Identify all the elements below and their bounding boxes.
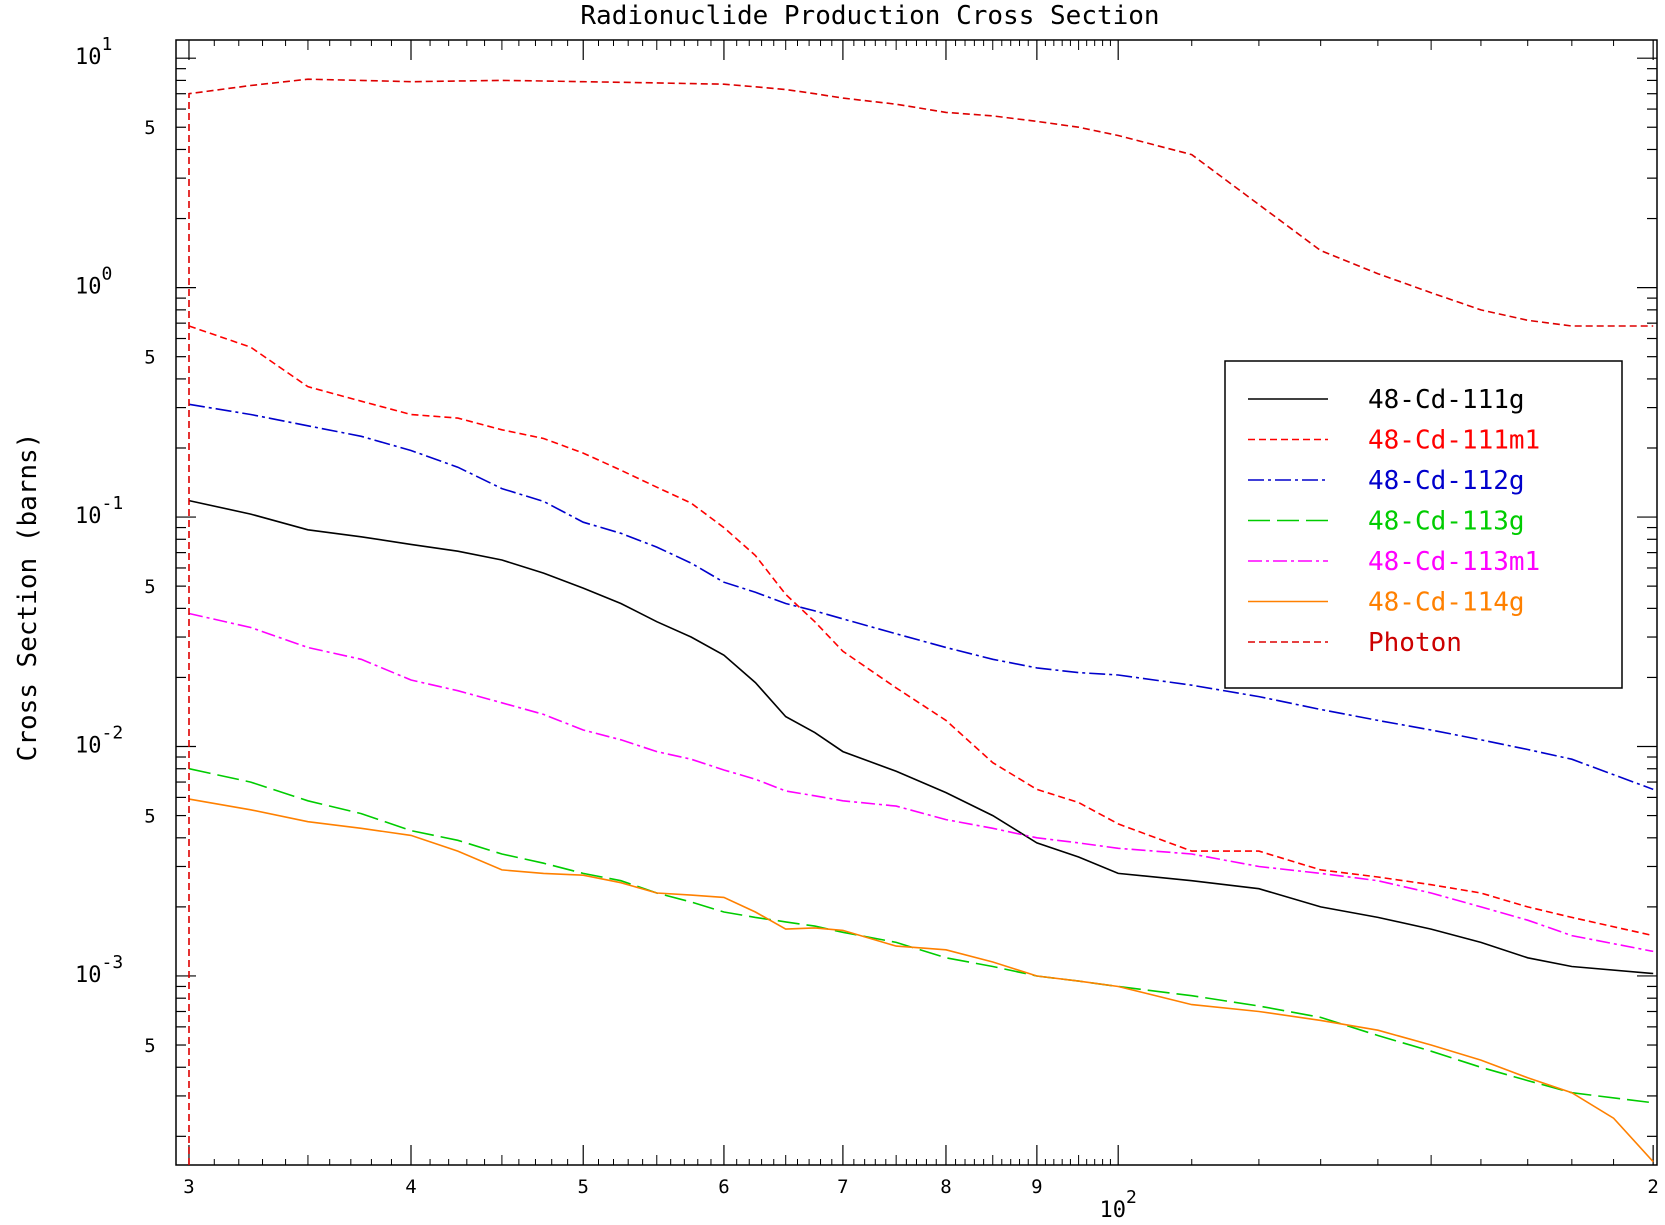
x-tick-label: 2 (1647, 1176, 1658, 1198)
x-tick-label: 102 (1100, 1187, 1137, 1223)
y-tick-label: 10-2 (75, 723, 123, 759)
axis-ticks (176, 40, 1657, 1165)
y-tick-label: 10-3 (75, 952, 123, 988)
x-tick-labels: 3 4 5 6 7 8 9 102 2 (183, 1176, 1659, 1223)
y-minor-label: 5 (144, 576, 155, 598)
y-minor-label: 5 (144, 806, 155, 828)
y-minor-label: 5 (144, 347, 155, 369)
series-line-48-cd-111g (188, 499, 1654, 975)
x-tick-label: 6 (718, 1176, 729, 1198)
y-minor-label: 5 (144, 1035, 155, 1057)
x-tick-label: 8 (940, 1176, 951, 1198)
series-line-48-cd-112g (188, 403, 1654, 791)
legend-label: 48-Cd-112g (1368, 466, 1525, 496)
y-tick-label: 101 (75, 34, 112, 70)
x-tick-label: 9 (1031, 1176, 1042, 1198)
series-line-photon (188, 78, 1654, 1165)
x-tick-label: 5 (577, 1176, 588, 1198)
series-line-48-cd-114g (188, 798, 1654, 1163)
series-line-48-cd-111m1 (188, 325, 1654, 937)
legend: 48-Cd-111g 48-Cd-111m1 48-Cd-112g 48-Cd-113… (1224, 360, 1623, 689)
series-layer (188, 78, 1654, 1165)
legend-items: 48-Cd-111g 48-Cd-111m1 48-Cd-112g 48-Cd-113… (1248, 385, 1540, 658)
legend-label: Photon (1368, 628, 1462, 658)
legend-box (1224, 360, 1623, 689)
y-tick-labels: 101 100 10-1 10-2 10-3 5 5 5 5 5 (75, 34, 156, 1057)
x-tick-label: 7 (837, 1176, 848, 1198)
y-minor-label: 5 (144, 117, 155, 139)
legend-label: 48-Cd-111g (1368, 385, 1525, 415)
y-tick-label: 10-1 (75, 493, 123, 529)
series-line-48-cd-113m1 (188, 612, 1654, 953)
y-axis-label: Cross Section (barns) (13, 433, 43, 762)
legend-label: 48-Cd-111m1 (1368, 426, 1540, 456)
x-tick-label: 3 (183, 1176, 194, 1198)
series-line-48-cd-113g (188, 767, 1654, 1104)
x-tick-label: 4 (405, 1176, 416, 1198)
legend-label: 48-Cd-114g (1368, 588, 1525, 618)
legend-label: 48-Cd-113g (1368, 507, 1525, 537)
y-tick-label: 100 (75, 264, 112, 300)
chart-title: Radionuclide Production Cross Section (580, 1, 1159, 31)
legend-label: 48-Cd-113m1 (1368, 547, 1540, 577)
